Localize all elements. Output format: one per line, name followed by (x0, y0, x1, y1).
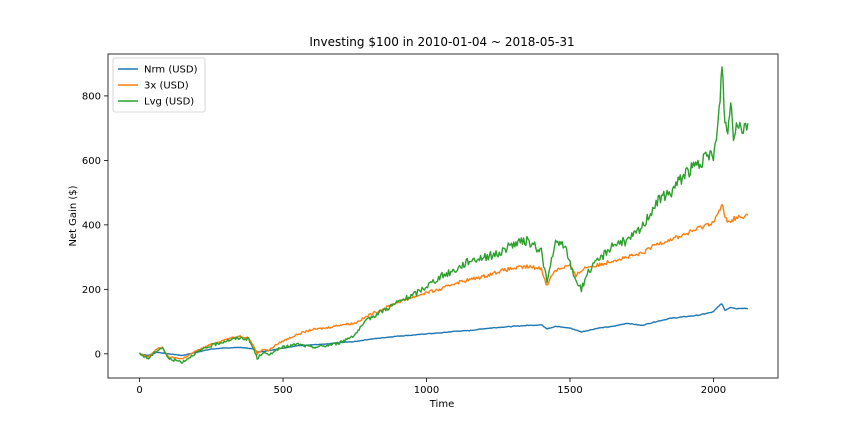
legend-box (112, 57, 206, 113)
x-tick-label: 1000 (414, 385, 439, 396)
x-tick-label: 2000 (701, 385, 726, 396)
y-tick-label: 600 (82, 156, 101, 167)
y-axis-label: Net Gain ($) (68, 185, 79, 246)
y-tick-label: 0 (95, 349, 101, 360)
y-tick-label: 200 (82, 285, 101, 296)
chart-title: Investing $100 in 2010-01-04 ~ 2018-05-3… (309, 35, 574, 49)
plot-frame (107, 53, 779, 379)
legend-label: Nrm (USD) (144, 65, 198, 76)
x-axis-label: Time (429, 399, 454, 410)
legend-label: Lvg (USD) (144, 97, 194, 108)
legend: Nrm (USD) 3x (USD) Lvg (USD) (112, 57, 206, 113)
x-tick-label: 1500 (557, 385, 582, 396)
series-layer (138, 66, 749, 364)
x-tick-label: 0 (136, 385, 142, 396)
legend-label: 3x (USD) (144, 81, 189, 92)
series-line-3 (138, 66, 749, 364)
axis-layer: 0 500 1000 1500 2000 0 200 400 600 800 (82, 91, 726, 396)
y-tick-label: 400 (82, 220, 101, 231)
y-tick-label: 800 (82, 91, 101, 102)
series-line-1 (139, 303, 749, 357)
x-tick-label: 500 (273, 385, 292, 396)
series-line-2 (139, 203, 749, 360)
